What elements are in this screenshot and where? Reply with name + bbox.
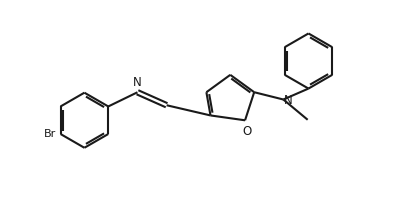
Text: O: O bbox=[243, 125, 252, 138]
Text: N: N bbox=[133, 76, 142, 89]
Text: Br: Br bbox=[43, 129, 56, 139]
Text: N: N bbox=[284, 94, 293, 107]
